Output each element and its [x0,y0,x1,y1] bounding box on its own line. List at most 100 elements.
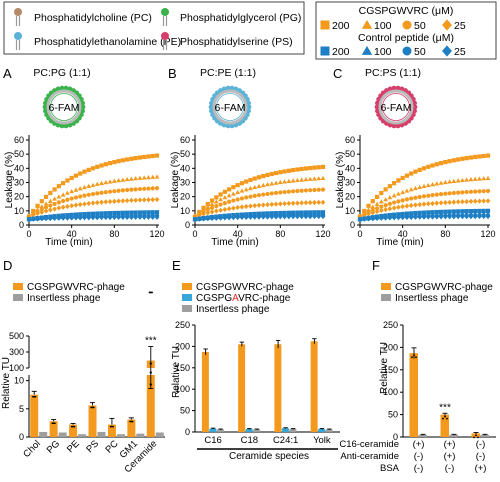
x-tick-label: 120 [315,229,330,239]
data-point [214,215,219,221]
data-point [86,215,92,221]
legend-entry: CGSPGWVRC-phage [196,282,294,293]
data-point [282,179,288,184]
data-point [133,176,139,181]
x-tick-label: 80 [275,229,285,239]
data-point [124,176,130,182]
series [357,175,491,219]
y-axis-label: Relative TU [1,357,12,409]
data-point [303,200,309,206]
data-point [99,199,104,205]
data-point [265,202,270,208]
data-point [361,45,373,55]
data-point [239,188,245,193]
data-point [438,200,444,206]
data-point [112,198,117,204]
data-point [442,45,452,57]
data-point [154,186,160,191]
data-point [295,200,300,206]
lipid-head [209,100,214,106]
replicate-point [129,420,132,423]
data-point [205,210,211,216]
data-point [451,190,456,196]
data-point [417,214,423,220]
data-point [430,163,435,168]
lipid-head [412,100,417,106]
data-point [417,167,422,172]
bar [30,394,39,437]
data-point [425,214,431,220]
data-point [60,215,66,221]
data-point [231,215,236,221]
y-tick-label: 40 [180,163,190,173]
data-point [273,214,279,220]
data-point [361,212,367,218]
data-point [43,216,49,222]
condition-value: (-) [476,439,486,450]
data-point [218,197,224,202]
data-point [434,209,439,215]
data-point [294,177,300,183]
data-point [430,214,435,220]
y-tick-label: 60 [345,135,355,145]
panel-a-title: PC:PG (1:1) [33,67,90,79]
data-point [90,182,96,187]
data-point [94,214,100,221]
bar [409,353,418,437]
data-point [455,178,461,183]
data-point [392,181,397,186]
condition-value: (-) [414,451,424,462]
data-point [370,209,376,216]
data-point [133,187,138,192]
condition-label: Anti-ceramide [340,451,399,462]
lipid-head [80,100,85,106]
data-point [141,214,147,220]
data-point [269,214,275,220]
lipid-head [246,100,251,106]
data-point [295,214,300,220]
data-point [477,154,482,159]
legend-entry: Insertless phage [395,293,469,304]
data-point [48,190,53,196]
data-point [107,214,113,221]
data-point [235,214,240,221]
replicate-point [415,356,417,359]
y-tick-label: 200 [175,341,190,351]
data-point [413,202,418,208]
data-point [447,209,452,214]
condition-value: (+) [444,439,456,450]
pc-lipid-icon [14,8,22,26]
data-point [69,188,75,194]
data-point [209,215,215,222]
legend-swatch [381,283,391,290]
data-point [65,178,70,183]
y-axis-label: Relative TU [171,346,182,398]
series [192,199,326,220]
lipid-head [399,86,405,92]
data-point [421,166,427,171]
data-point [443,209,448,214]
data-point [260,214,266,220]
panel-a: A PC:PG (1:1) 6-FAM 0 10 20 30 40 50 60 0 40 80 12… [3,66,165,248]
data-point [361,216,367,222]
data-point [464,198,469,205]
data-point [35,210,40,217]
lipid-head [225,123,231,129]
data-point [485,175,491,181]
data-point [56,205,62,211]
data-point [150,214,156,220]
pg-lipid-icon [161,8,169,26]
data-point [137,186,143,192]
bar [216,429,224,432]
bar [127,419,136,437]
data-point [477,189,482,194]
data-point [52,215,57,222]
data-point [269,171,274,177]
replicate-point [112,425,115,428]
significance-annotation: *** [439,402,451,413]
y-tick-label: 30 [345,178,355,188]
inner-leaflet [50,93,78,121]
data-point [395,191,401,196]
y-tick-label: 20 [180,192,190,202]
lipid-head [43,100,48,106]
